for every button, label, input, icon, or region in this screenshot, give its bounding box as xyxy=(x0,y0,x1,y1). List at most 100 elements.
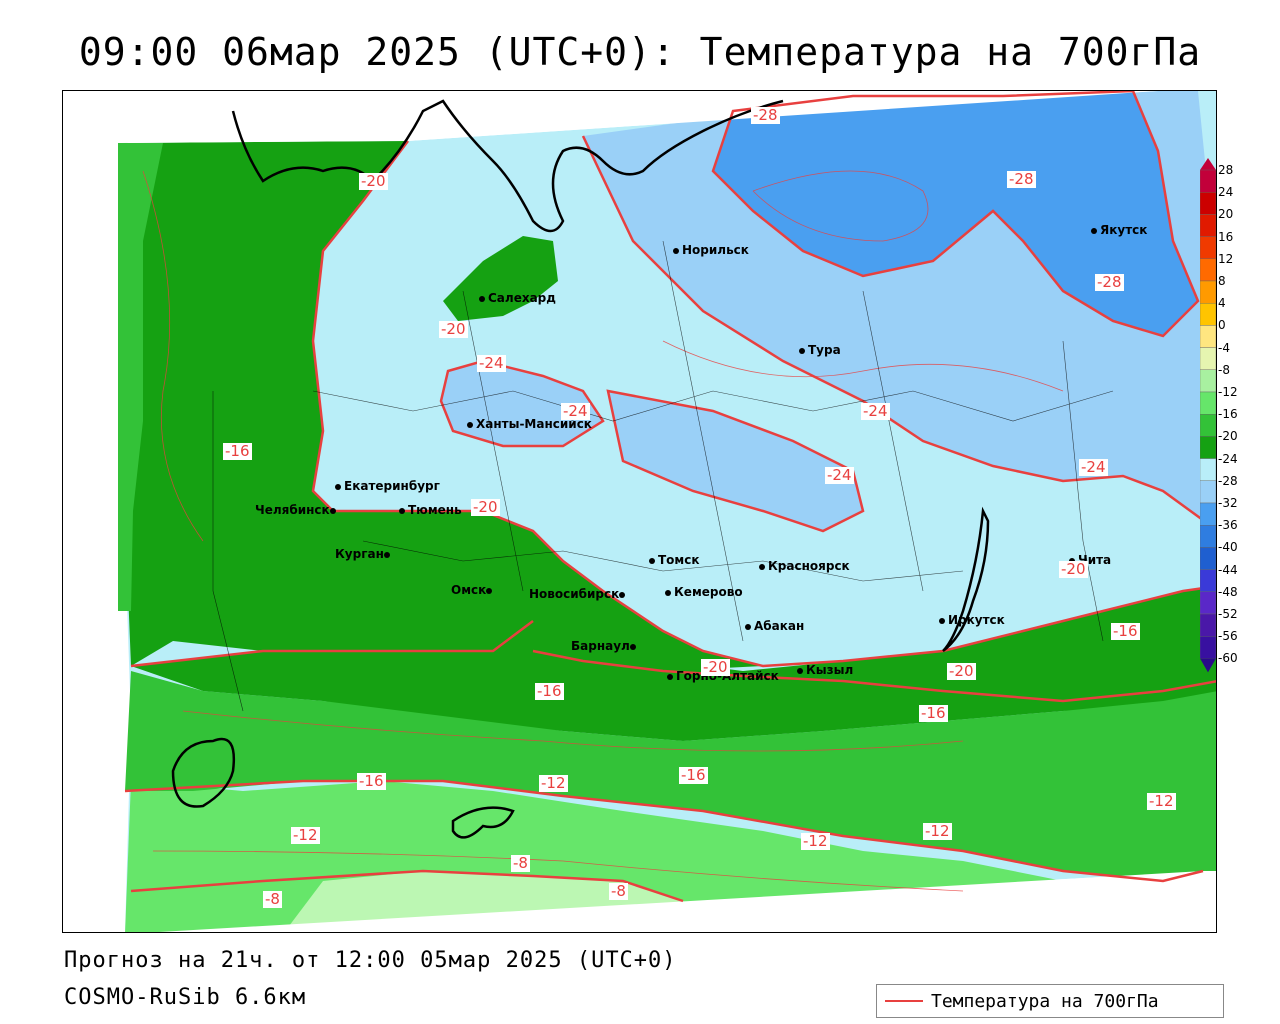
city-dot-icon xyxy=(1069,557,1075,564)
contour-label: -12 xyxy=(1147,792,1176,810)
city-dot-icon xyxy=(479,295,485,302)
city-novosibirsk: Новосибирск xyxy=(529,587,628,601)
contour-label: -12 xyxy=(539,774,568,792)
legend-label: Температура на 700гПа xyxy=(931,990,1159,1012)
forecast-info: Прогноз на 21ч. от 12:00 05мар 2025 (UTC… xyxy=(64,948,677,973)
scale-tick-label: -56 xyxy=(1218,629,1238,644)
contour-label: -20 xyxy=(439,320,468,338)
contour-label: -12 xyxy=(291,826,320,844)
city-tomsk: Томск xyxy=(649,553,700,567)
map-title: 09:00 06мар 2025 (UTC+0): Температура на… xyxy=(78,30,1202,74)
city-dot-icon xyxy=(619,591,626,598)
scale-tick-label: 24 xyxy=(1218,185,1234,200)
contour-label: -12 xyxy=(923,822,952,840)
contour-minus24 xyxy=(581,135,1216,532)
outside-domain-bottom xyxy=(159,871,1216,932)
contour-minus24-hm xyxy=(439,359,605,448)
contour-label: -28 xyxy=(751,106,780,124)
city-salekhard: Салехард xyxy=(479,291,556,305)
band-minus16-west xyxy=(118,141,763,671)
city-dot-icon xyxy=(383,551,390,558)
contour-label: -24 xyxy=(861,402,890,420)
scale-swatch xyxy=(1200,347,1216,371)
scale-tick-label: -8 xyxy=(1218,362,1230,377)
scale-tick-label: 20 xyxy=(1218,207,1234,222)
outside-domain-top xyxy=(63,91,1158,143)
city-dot-icon xyxy=(399,507,405,514)
contour-label: -16 xyxy=(1111,622,1140,640)
legend-box: Температура на 700гПа xyxy=(876,984,1224,1018)
contour-label: -20 xyxy=(359,172,388,190)
temperature-field xyxy=(63,91,1216,932)
contour-label: -16 xyxy=(679,766,708,784)
scale-swatch xyxy=(1200,436,1216,459)
scale-swatch xyxy=(1200,525,1216,548)
city-chelyabinsk: Челябинск xyxy=(255,503,339,517)
scale-tick-label: -36 xyxy=(1218,518,1238,533)
contour-label: -24 xyxy=(561,402,590,420)
aral-sea xyxy=(451,806,515,839)
scale-tick-label: -60 xyxy=(1218,651,1238,666)
map-panel: Норильск Якутск Салехард Тура Ханты-Манс… xyxy=(62,90,1217,933)
scale-top-arrow-icon xyxy=(1200,158,1216,170)
contour-label: -24 xyxy=(1079,458,1108,476)
city-krasnoyarsk: Красноярск xyxy=(759,559,850,573)
scale-swatch xyxy=(1200,325,1216,348)
contour-label: -12 xyxy=(801,832,830,850)
city-dot-icon xyxy=(797,667,803,674)
scale-tick-label: 16 xyxy=(1218,229,1234,244)
scale-swatch xyxy=(1200,369,1216,393)
caspian-sea xyxy=(171,737,236,808)
city-dot-icon xyxy=(649,557,655,564)
contour-label: -20 xyxy=(947,662,976,680)
city-norilsk: Норильск xyxy=(673,243,749,257)
city-dot-icon xyxy=(329,507,336,514)
legend-line-icon xyxy=(885,1000,923,1002)
band-minus24-center xyxy=(608,391,863,531)
city-dot-icon xyxy=(486,587,493,594)
scale-swatch xyxy=(1200,214,1216,237)
city-kyzyl: Кызыл xyxy=(797,663,853,677)
color-scale-bar xyxy=(1200,158,1216,673)
scale-swatch xyxy=(1200,280,1216,304)
city-dot-icon xyxy=(667,673,673,680)
color-scale: 28 24 20 16 12 8 4 0 -4 -8 -12 -16 -20 -24 -28 -32 -36 -4… xyxy=(1198,158,1238,688)
city-yakutsk: Якутск xyxy=(1091,223,1147,237)
scale-tick-label: -52 xyxy=(1218,607,1238,621)
city-dot-icon xyxy=(939,617,945,624)
contour-label: -24 xyxy=(477,354,506,372)
scale-tick-label: -12 xyxy=(1218,385,1238,399)
scale-tick-label: -16 xyxy=(1218,407,1238,422)
scale-swatch xyxy=(1200,258,1216,282)
city-dot-icon xyxy=(335,483,341,490)
contour-label: -8 xyxy=(511,854,530,872)
scale-swatch xyxy=(1200,636,1216,659)
contour-label: -16 xyxy=(919,704,948,722)
scale-swatch xyxy=(1200,414,1216,437)
contour-label: -16 xyxy=(357,772,386,790)
model-name: COSMO-RuSib 6.6км xyxy=(64,985,307,1010)
city-kurgan: Курган xyxy=(335,547,393,561)
contour-label: -16 xyxy=(535,682,564,700)
scale-swatch xyxy=(1200,458,1216,482)
scale-tick-label: -44 xyxy=(1218,562,1238,577)
contour-minus28 xyxy=(711,91,1200,338)
band-minus12-west xyxy=(118,143,163,611)
scale-swatch xyxy=(1200,591,1216,615)
city-irkutsk: Иркутск xyxy=(939,613,1005,627)
scale-tick-label: -20 xyxy=(1218,429,1238,444)
city-kemerovo: Кемерово xyxy=(665,585,743,599)
scale-swatch xyxy=(1200,480,1216,504)
scale-swatch xyxy=(1200,236,1216,259)
city-ekaterinburg: Екатеринбург xyxy=(335,479,440,493)
scale-tick-label: -40 xyxy=(1218,540,1238,555)
contour-minus24-center xyxy=(606,389,865,533)
city-dot-icon xyxy=(467,421,473,428)
scale-tick-label: 8 xyxy=(1218,274,1226,288)
scale-tick-label: 0 xyxy=(1218,318,1226,333)
band-minus28 xyxy=(713,91,1198,336)
contour-minus8 xyxy=(130,869,684,903)
scale-swatch xyxy=(1200,192,1216,215)
contour-label: -8 xyxy=(609,882,628,900)
scale-tick-label: 4 xyxy=(1218,296,1226,311)
